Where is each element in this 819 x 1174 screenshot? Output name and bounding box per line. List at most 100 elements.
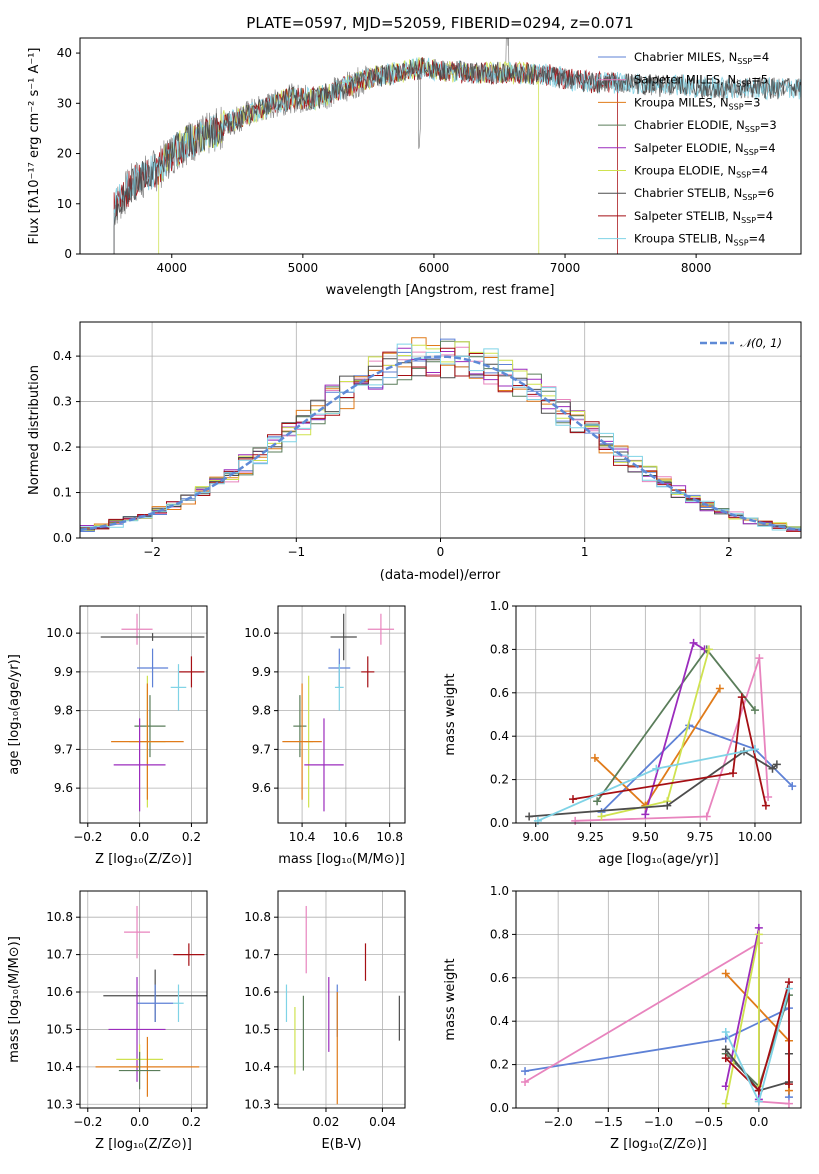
mass-vs-ebv-ytick-label: 10.6 <box>244 985 271 999</box>
spectrum-xtick-label: 8000 <box>681 261 712 275</box>
weight-marker <box>784 984 793 993</box>
weights-vs-age-axes-frame <box>515 605 802 824</box>
mass-vs-ebv-axes-frame <box>277 890 406 1109</box>
weights-vs-age-ylabel: mass weight <box>443 673 458 755</box>
legend-entry: Chabrier MILES, NSSP=4 <box>634 50 769 66</box>
residual-xtick-label: −2 <box>143 545 161 559</box>
weights-vs-Z-panel: −2.0 −1.5 −1.0 −0.5 0.0 0.0 0.2 0.4 0.6 0.8 1.0 Z [… <box>443 884 802 1152</box>
weights-vs-age-ytick-label: 0.0 <box>490 816 509 830</box>
mass-vs-Z-ytick-label: 10.5 <box>46 1022 73 1036</box>
age-vs-mass-marks <box>282 613 395 812</box>
normal-curve <box>79 355 802 532</box>
legend-entry-text: Chabrier ELODIE, N <box>634 118 745 132</box>
legend-entry-sub: SSP <box>736 80 751 89</box>
weights-vs-Z-ytick-label: 0.2 <box>490 1058 509 1072</box>
legend-entry-sub: SSP <box>734 239 749 248</box>
weights-vs-Z-ytick-label: 0.6 <box>490 971 509 985</box>
age-vs-mass-xtick-label: 10.4 <box>289 830 316 844</box>
spectrum-axes-frame <box>79 37 802 255</box>
legend-entry-count: =5 <box>751 73 768 87</box>
legend-entry: Salpeter MILES, NSSP=5 <box>634 73 768 89</box>
weight-marker <box>571 816 580 825</box>
weights-vs-Z-xtick-label: −1.5 <box>594 1115 623 1129</box>
age-vs-Z-xlabel: Z [log₁₀(Z/Z⊙)] <box>95 852 192 867</box>
mass-vs-ebv-ytick-label: 10.7 <box>244 948 271 962</box>
weights-vs-age-xtick-label: 9.25 <box>577 830 604 844</box>
mass-vs-Z-ytick-label: 10.3 <box>46 1097 73 1111</box>
mass-vs-Z-ytick-label: 10.8 <box>46 910 73 924</box>
weights-vs-age-xtick-label: 10.00 <box>738 830 772 844</box>
spectrum-model-line <box>113 57 801 254</box>
weights-vs-age-marks <box>525 638 797 825</box>
mass-vs-Z-ytick-label: 10.4 <box>46 1060 73 1074</box>
spectrum-xtick-label: 4000 <box>156 261 187 275</box>
weights-vs-Z-ytick-label: 1.0 <box>490 884 509 898</box>
mass-vs-ebv-ytick-label: 10.3 <box>244 1097 271 1111</box>
legend-entry: Salpeter ELODIE, NSSP=4 <box>634 141 776 157</box>
age-vs-Z-xtick-label: 0.2 <box>182 830 201 844</box>
weights-vs-Z-xtick-label: −0.5 <box>694 1115 723 1129</box>
weights-vs-age-ytick-label: 0.6 <box>490 686 509 700</box>
spectrum-title: PLATE=0597, MJD=52059, FIBERID=0294, z=0… <box>246 14 633 32</box>
spectrum-xtick-label: 6000 <box>419 261 450 275</box>
age-vs-Z-ytick-label: 9.7 <box>54 742 73 756</box>
weights-vs-age-ytick-label: 0.2 <box>490 773 509 787</box>
weight-marker <box>721 1099 730 1108</box>
weight-marker <box>729 769 738 778</box>
weight-marker <box>761 801 770 810</box>
age-vs-mass-grid <box>278 606 405 823</box>
weight-marker <box>689 638 698 647</box>
weight-marker <box>652 764 661 773</box>
age-vs-mass-ytick-label: 9.6 <box>252 781 271 795</box>
mass-vs-ebv-grid <box>278 891 405 1108</box>
weights-vs-Z-ylabel: mass weight <box>443 958 458 1040</box>
mass-vs-Z-ytick-label: 10.6 <box>46 985 73 999</box>
age-vs-mass-ytick-label: 9.9 <box>252 665 271 679</box>
legend-entry: Kroupa MILES, NSSP=3 <box>634 95 760 111</box>
legend-entry-sub: SSP <box>737 57 752 66</box>
weight-marker <box>641 810 650 819</box>
legend-entry-sub: SSP <box>744 148 759 157</box>
spectrum-ytick-label: 40 <box>57 46 72 60</box>
residual-xlabel: (data-model)/error <box>380 568 501 583</box>
legend-entry-text: Salpeter STELIB, N <box>634 209 741 223</box>
legend-entry-text: Kroupa MILES, N <box>634 95 729 109</box>
weight-line <box>596 647 756 802</box>
residual-xtick-label: 1 <box>581 545 589 559</box>
legend-entry-sub: SSP <box>741 216 756 225</box>
legend-entry-count: =6 <box>757 186 774 200</box>
legend-entry-count: =4 <box>756 209 773 223</box>
weight-marker <box>764 792 773 801</box>
mass-vs-ebv-ytick-label: 10.5 <box>244 1022 271 1036</box>
legend-entry: Chabrier STELIB, NSSP=6 <box>634 186 774 202</box>
weights-vs-age-ytick-label: 0.8 <box>490 642 509 656</box>
legend-entry-sub: SSP <box>729 102 744 111</box>
legend-entry-text: Kroupa STELIB, N <box>634 232 734 246</box>
weights-vs-Z-ytick-label: 0.0 <box>490 1101 509 1115</box>
weights-vs-age-grid <box>516 605 801 824</box>
residual-xtick-label: 0 <box>437 545 445 559</box>
legend-entry-sub: SSP <box>736 171 751 180</box>
mass-vs-Z-marks <box>95 905 207 1097</box>
legend-entry-text: Salpeter MILES, N <box>634 73 736 87</box>
legend-entry-sub: SSP <box>745 125 760 134</box>
mass-vs-Z-ytick-label: 10.7 <box>46 948 73 962</box>
weight-marker <box>750 745 759 754</box>
weight-marker <box>754 930 763 939</box>
mass-vs-Z-grid <box>80 891 207 1108</box>
age-vs-Z-ytick-label: 10.0 <box>46 626 73 640</box>
age-vs-mass-ytick-label: 10.0 <box>244 626 271 640</box>
weights-vs-age-xtick-label: 9.50 <box>632 830 659 844</box>
age-vs-mass-xtick-label: 10.8 <box>376 830 403 844</box>
weights-vs-age-xlabel: age [log₁₀(age/yr)] <box>598 852 719 867</box>
legend-entry: Kroupa STELIB, NSSP=4 <box>634 232 765 248</box>
residual-ytick-label: 0.1 <box>53 486 72 500</box>
legend-entry-count: =4 <box>749 232 766 246</box>
mass-vs-ebv-ytick-label: 10.8 <box>244 910 271 924</box>
weight-marker <box>721 969 730 978</box>
mass-vs-ebv-xtick-label: 0.02 <box>313 1115 340 1129</box>
spectrum-ytick-label: 10 <box>57 197 72 211</box>
legend-entry-text: Chabrier MILES, N <box>634 50 737 64</box>
age-vs-Z-ylabel: age [log₁₀(age/yr)] <box>7 654 22 775</box>
